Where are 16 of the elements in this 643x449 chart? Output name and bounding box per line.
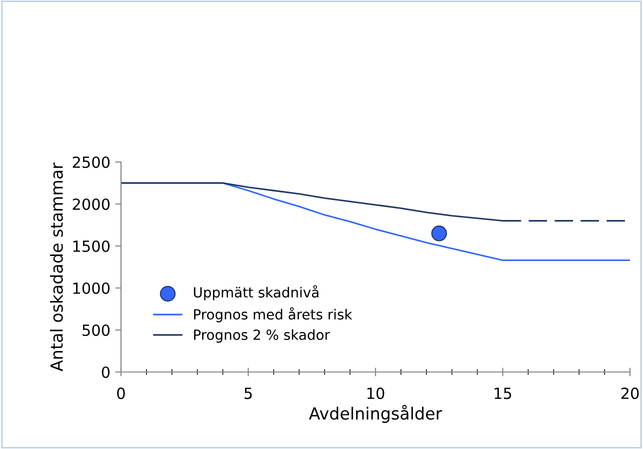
x-tick-label: 15 — [494, 388, 512, 400]
x-tick-label: 20 — [621, 388, 639, 400]
y-tick-label: 2500 — [72, 156, 110, 168]
x-tick-label: 5 — [244, 388, 252, 400]
y-tick-label: 0 — [102, 366, 110, 378]
y-axis-title: Antal oskadade stammar — [50, 162, 63, 372]
legend-label: Uppmätt skadnivå — [194, 285, 318, 300]
y-tick-label: 1000 — [73, 282, 110, 294]
y-tick-label: 2000 — [72, 198, 110, 210]
legend-label: Prognos med årets risk — [194, 307, 352, 322]
x-axis-title: Avdelningsålder — [308, 404, 442, 423]
y-tick-label: 500 — [82, 324, 110, 336]
y-tick-label: 1500 — [73, 240, 110, 252]
x-tick-label: 10 — [367, 388, 384, 400]
legend-label: Prognos 2 % skador — [194, 329, 330, 343]
x-tick-label: 0 — [117, 388, 125, 400]
